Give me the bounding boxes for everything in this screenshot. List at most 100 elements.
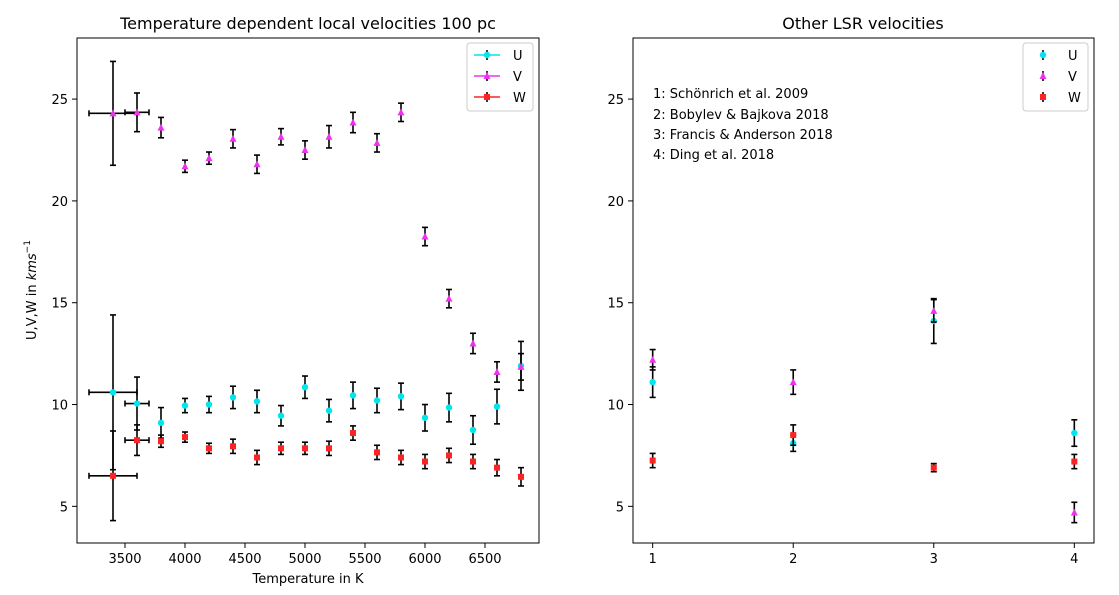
marker-w [182,434,188,441]
marker-u [373,397,381,404]
left-point-v [88,60,138,167]
right-chart-panel: Other LSR velocities 1: Schönrich et al.… [607,14,1095,567]
left-point-u [301,375,309,400]
marker-u [229,394,237,401]
left-x-tick-label: 4500 [228,552,261,567]
marker-w [302,445,308,452]
marker-w [206,445,212,452]
left-point-u [277,404,285,427]
left-point-u [373,387,381,414]
left-y-tick-label: 15 [51,297,68,312]
left-point-u [253,389,261,414]
left-point-w [494,458,500,477]
left-point-v [469,332,477,355]
right-point-w [649,452,656,469]
left-point-v [397,102,405,123]
marker-u [649,378,656,386]
marker-v [109,109,117,117]
left-x-tick-label: 5000 [288,552,321,567]
left-legend-box [466,42,534,112]
left-point-w [422,453,428,470]
left-point-v [373,132,381,153]
left-point-u [397,382,405,411]
marker-w [446,452,452,459]
left-y-tick-label: 25 [51,93,68,108]
marker-w [930,464,937,471]
right-chart-title: Other LSR velocities [782,14,943,33]
left-legend-entry-w: W [474,91,526,106]
marker-v [397,108,405,116]
marker-v [253,160,261,168]
right-legend-entry-w: W [1040,91,1081,106]
legend-marker-v [1039,72,1047,79]
left-point-v [157,116,165,139]
left-point-u [88,314,138,471]
right-point-v [789,369,797,396]
right-y-tick-label: 20 [607,195,624,210]
marker-v [157,123,165,131]
marker-v [205,154,213,162]
marker-w [374,449,380,456]
marker-w [470,458,476,465]
left-point-v [517,352,525,381]
left-point-v [253,154,261,175]
legend-marker-u [1039,51,1047,59]
marker-w [649,457,656,464]
marker-u [421,414,429,421]
left-x-tick-label: 4000 [168,552,201,567]
annotation-ref-1: 1: Schönrich et al. 2009 [653,87,808,102]
marker-v [493,368,501,375]
left-axes-frame [76,37,540,544]
left-point-v [421,226,429,247]
marker-w [110,472,116,479]
left-point-u [325,398,333,423]
legend-label-w: W [1068,91,1081,106]
marker-u [277,412,285,419]
marker-v [445,294,453,302]
left-point-w [398,449,404,466]
right-axes-frame [632,37,1095,544]
left-point-v [349,111,357,134]
left-point-w [182,431,188,444]
marker-w [278,445,284,452]
marker-w [790,432,797,439]
marker-u [109,389,117,396]
right-legend-entry-v: V [1039,70,1077,85]
right-point-v [649,348,657,371]
left-point-v [181,159,189,174]
right-legend-box [1022,42,1089,112]
left-point-v [277,127,285,146]
left-point-u [229,385,237,410]
left-x-tick-label: 6000 [408,552,441,567]
legend-marker-w [1040,94,1046,100]
left-point-w [518,466,524,487]
left-y-tick-label: 5 [60,500,68,515]
legend-label-v: V [1068,70,1077,85]
legend-label-w: W [513,91,526,106]
marker-w [398,454,404,461]
left-point-w [374,444,380,461]
marker-v [421,232,429,240]
marker-v [649,355,657,363]
right-x-tick-label: 3 [930,552,938,567]
left-point-v [445,288,453,309]
right-point-v [930,298,938,323]
left-point-w [230,438,236,455]
marker-v [325,132,333,140]
legend-label-v: V [513,70,522,85]
marker-w [422,458,428,465]
right-point-v [1070,501,1078,524]
left-point-u [421,403,429,432]
left-point-v [229,128,237,149]
marker-w [1071,458,1078,465]
left-x-tick-label: 6500 [468,552,501,567]
marker-v [181,162,189,170]
marker-u [205,401,213,408]
marker-u [445,404,453,411]
marker-v [349,118,357,126]
left-x-axis-label: Temperature in K [252,572,364,587]
marker-u [325,407,333,414]
marker-v [789,378,797,386]
